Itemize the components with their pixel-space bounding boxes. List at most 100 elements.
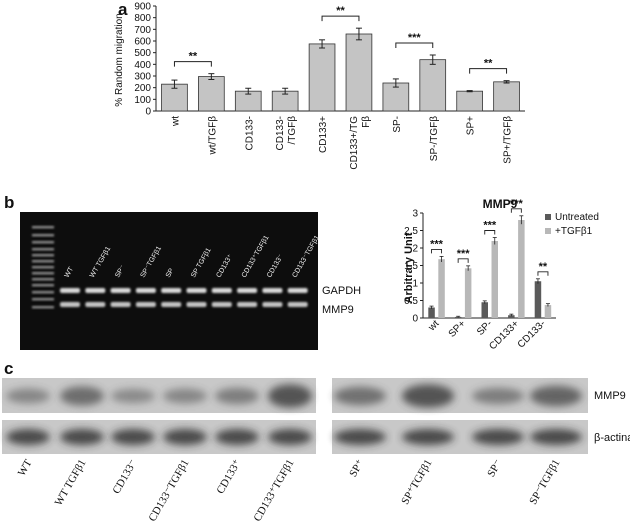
western-band-actin xyxy=(268,429,312,445)
panel-c-letter: c xyxy=(4,359,13,378)
panel-b-y-axis-label: Arbitrary Unit xyxy=(403,232,415,303)
panel-a-significance-bracket xyxy=(469,68,508,74)
panel-b-significance-label: *** xyxy=(483,220,497,232)
panel-a-x-tick-label: CD133-/TGFβ xyxy=(275,116,298,151)
panel-a-bar xyxy=(308,43,336,112)
gel-ladder-band xyxy=(32,226,54,229)
gel-band-gapdh xyxy=(135,288,156,293)
gel-band-mmp9 xyxy=(211,302,232,307)
panel-b-bar-untreated xyxy=(508,315,515,318)
gel-band-gapdh xyxy=(237,288,258,293)
western-left-actin-strip xyxy=(2,420,316,454)
panel-b-y-tick-label: 2 xyxy=(412,244,418,255)
panel-b-significance-label: ** xyxy=(539,261,548,273)
panel-b-error-bar xyxy=(439,255,444,262)
western-lane-label: SP⁻TGFβ1 xyxy=(527,458,562,507)
panel-b-significance-bracket xyxy=(457,258,469,263)
panel-a-x-tick-label: wt xyxy=(170,116,181,127)
legend-swatch-untreated xyxy=(545,214,551,220)
western-band-actin xyxy=(60,429,104,445)
gel-ladder-band xyxy=(32,260,54,263)
panel-b-x-tick-label: wt xyxy=(426,318,442,334)
panel-b-x-tick-label: CD133+ xyxy=(487,318,521,352)
panel-a-error-bar xyxy=(282,87,289,95)
panel-a-error-bar xyxy=(208,73,215,80)
panel-a-y-tick-label: 0 xyxy=(145,107,151,118)
panel-a-y-tick-label: 900 xyxy=(134,2,151,13)
panel-b-letter: b xyxy=(4,193,14,212)
panel-a-bars xyxy=(161,27,520,112)
panel-b-bar-untreated xyxy=(428,307,435,318)
western-lane-label: SP⁺ xyxy=(347,457,367,479)
western-lane-label: SP⁻ xyxy=(485,457,505,479)
gel-band-mmp9 xyxy=(287,302,308,307)
western-band-actin xyxy=(6,429,50,445)
panel-a-bar xyxy=(419,59,447,112)
legend-label-tgf: +TGFβ1 xyxy=(555,226,593,237)
panel-b-error-bar xyxy=(456,315,461,318)
western-band-mmp9 xyxy=(163,388,207,404)
gel-ladder-band xyxy=(32,248,54,251)
gel-background xyxy=(20,212,318,350)
gel-ladder-band xyxy=(32,291,54,294)
gel-band-mmp9 xyxy=(85,302,106,307)
panel-a-error-bar xyxy=(392,78,399,88)
gel-band-gapdh xyxy=(211,288,232,293)
panel-a-y-tick-label: 300 xyxy=(134,72,151,83)
gel-ladder-band xyxy=(32,234,54,237)
western-band-mmp9 xyxy=(268,384,312,408)
gel-bands xyxy=(60,288,308,307)
panel-b-bar-tgf xyxy=(544,305,552,318)
panel-b-title: MMP9 xyxy=(483,197,518,211)
panel-a-bar xyxy=(382,82,410,112)
western-lane-label: CD133⁻TGFβ1 xyxy=(146,458,191,524)
panel-a-x-tick-label: CD133+ xyxy=(318,116,329,153)
western-band-label-mmp9: MMP9 xyxy=(594,390,626,402)
panel-b-x-tick-label: SP- xyxy=(475,318,495,338)
gel-band-gapdh xyxy=(161,288,182,293)
gel-ladder-band xyxy=(32,298,54,301)
panel-a-bar-chart: % Random migration 010020030040050060070… xyxy=(114,2,525,170)
panel-b-error-bar xyxy=(545,303,550,307)
western-band-actin xyxy=(163,429,207,445)
gel-lane-label: SP xyxy=(165,267,176,279)
panel-a-x-tick-label: SP+ xyxy=(466,116,477,135)
western-lane-label: CD133⁺TGFβ1 xyxy=(251,458,296,524)
panel-b-bar-tgf xyxy=(491,241,498,318)
western-band-mmp9 xyxy=(215,387,259,405)
western-band-label-actin: β-actina xyxy=(594,432,630,444)
panel-b-bar-tgf xyxy=(438,259,445,318)
gel-ladder-band xyxy=(32,266,54,269)
panel-b-significance: ************** xyxy=(430,198,549,276)
western-blot: WT WT TGFβ1 CD133⁻ CD133⁻TGFβ1 CD133⁺ CD133⁺T… xyxy=(2,378,630,524)
gel-ladder-band xyxy=(32,306,54,309)
western-lane-label: CD133⁺ xyxy=(214,457,243,496)
panel-b-y-tick-label: 3 xyxy=(412,209,418,220)
panel-b-bar-tgf xyxy=(518,220,525,318)
gel-ladder-band xyxy=(32,284,54,287)
panel-a-x-tick-label: CD133- xyxy=(244,116,255,150)
gel-band-gapdh xyxy=(186,288,207,293)
legend-swatch-tgf xyxy=(545,228,551,234)
panel-a-bar xyxy=(456,90,483,112)
gel-band-mmp9 xyxy=(110,302,131,307)
gel-band-gapdh xyxy=(60,288,80,293)
panel-b-error-bar xyxy=(509,313,514,317)
western-lane-label: CD133⁻ xyxy=(110,457,139,496)
panel-b-error-bar xyxy=(519,215,524,225)
panel-b-y-tick-label: 1.5 xyxy=(404,261,418,272)
panel-a-y-tick-label: 400 xyxy=(134,60,151,71)
gel-band-mmp9 xyxy=(237,302,258,307)
gel-band-label-mmp9: MMP9 xyxy=(322,304,354,316)
panel-a-x-tick-label: SP- xyxy=(392,116,403,133)
panel-a-error-bar xyxy=(245,87,252,95)
western-band-actin xyxy=(334,429,386,445)
panel-a-x-tick-label: SP+/TGFβ xyxy=(503,116,514,164)
legend-label-untreated: Untreated xyxy=(555,212,599,223)
panel-a-x-tick-label: CD133+/TGFβ xyxy=(349,116,372,170)
western-band-mmp9 xyxy=(111,388,155,404)
gel-lane-label: WT xyxy=(64,265,76,279)
panel-b-x-ticks: wt SP+ SP-CD133+CD133- xyxy=(426,318,548,352)
panel-a-y-tick-label: 600 xyxy=(134,37,151,48)
panel-b-bar-chart: MMP9 Arbitrary Unit 00.511.522.53 ******… xyxy=(403,197,599,352)
